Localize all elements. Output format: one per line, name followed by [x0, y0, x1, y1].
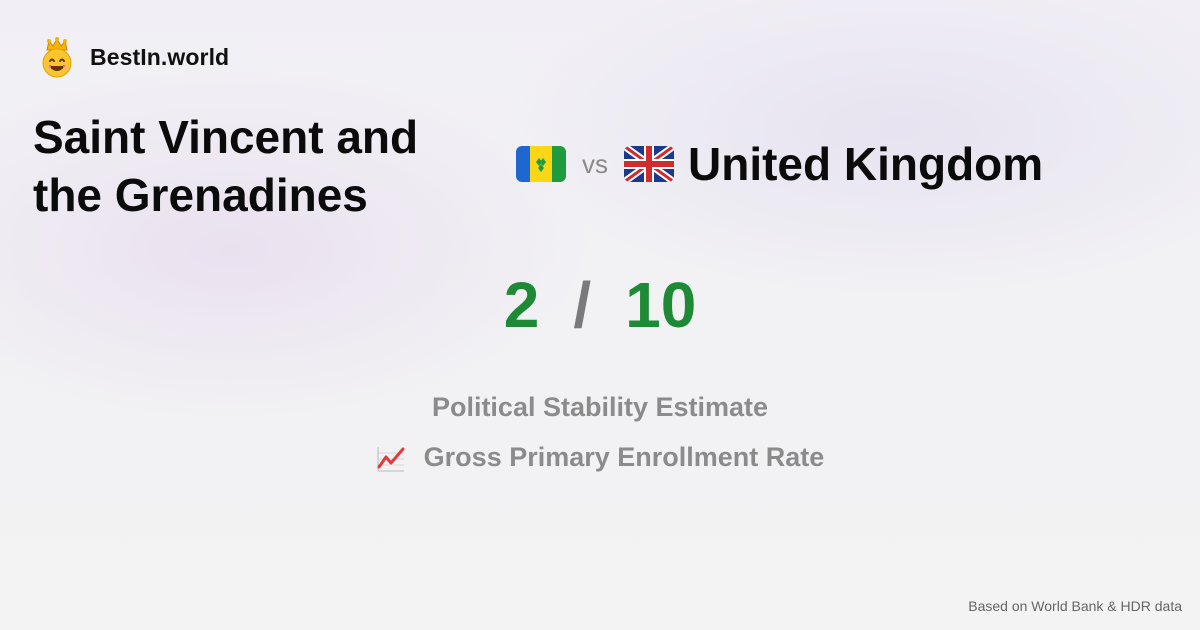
uk-flag-icon: [624, 146, 674, 182]
right-score-value: 10: [625, 269, 697, 341]
comparison-header: vs United Kingdom: [516, 136, 1043, 192]
vs-label: vs: [582, 148, 608, 179]
score-separator: /: [573, 269, 592, 341]
right-country-name: United Kingdom: [688, 138, 1044, 190]
metric-gross-primary-enrollment: Gross Primary Enrollment Rate: [0, 442, 1200, 473]
saint-vincent-flag-icon: [516, 146, 566, 182]
metric-political-stability: Political Stability Estimate: [0, 392, 1200, 423]
chart-increasing-icon: [377, 446, 405, 471]
metric-label: Political Stability Estimate: [431, 392, 769, 422]
left-score-value: 2: [503, 269, 540, 341]
metric-label: Gross Primary Enrollment Rate: [423, 442, 825, 472]
crowned-smiley-icon: [42, 37, 72, 78]
brand-header[interactable]: BestIn.world: [38, 36, 229, 78]
left-country-name: Saint Vincent and the Grenadines: [33, 111, 419, 221]
score-display: 2 / 10: [0, 268, 1200, 342]
brand-name[interactable]: BestIn.world: [90, 43, 230, 70]
data-source-footer: Based on World Bank & HDR data: [968, 598, 1182, 614]
